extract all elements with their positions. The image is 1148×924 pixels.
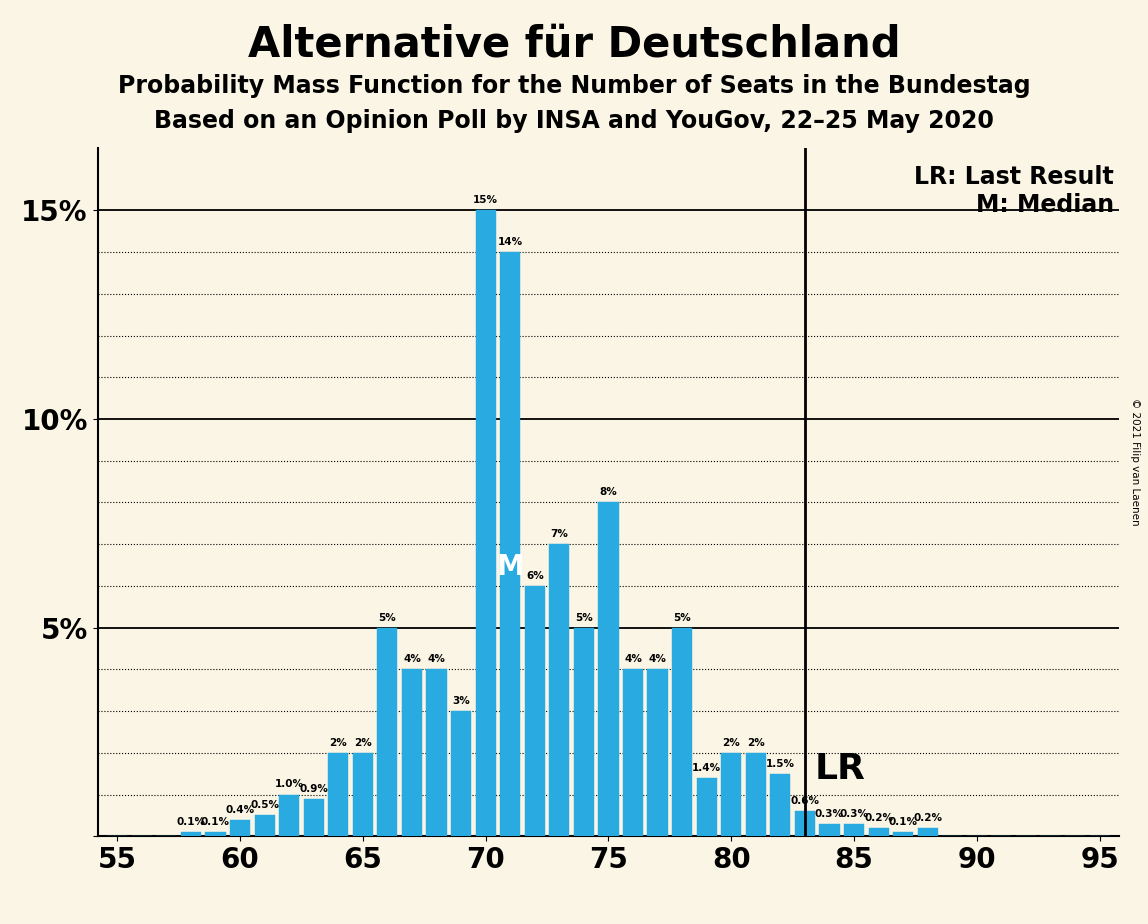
Bar bbox=[869, 828, 889, 836]
Text: 5%: 5% bbox=[673, 613, 691, 623]
Bar bbox=[475, 211, 496, 836]
Bar bbox=[230, 820, 250, 836]
Text: 1.5%: 1.5% bbox=[766, 759, 794, 769]
Text: 4%: 4% bbox=[649, 654, 667, 664]
Text: LR: Last Result: LR: Last Result bbox=[915, 165, 1115, 189]
Bar bbox=[623, 669, 643, 836]
Text: 2%: 2% bbox=[722, 737, 740, 748]
Text: 8%: 8% bbox=[599, 488, 618, 497]
Text: Probability Mass Function for the Number of Seats in the Bundestag: Probability Mass Function for the Number… bbox=[118, 74, 1030, 98]
Text: Alternative für Deutschland: Alternative für Deutschland bbox=[248, 23, 900, 65]
Bar bbox=[598, 503, 619, 836]
Bar bbox=[255, 815, 274, 836]
Bar bbox=[378, 627, 397, 836]
Text: Based on an Opinion Poll by INSA and YouGov, 22–25 May 2020: Based on an Opinion Poll by INSA and You… bbox=[154, 109, 994, 133]
Text: 0.3%: 0.3% bbox=[839, 808, 869, 819]
Text: 0.4%: 0.4% bbox=[225, 805, 255, 815]
Bar bbox=[352, 753, 373, 836]
Bar bbox=[647, 669, 668, 836]
Bar bbox=[794, 811, 815, 836]
Bar bbox=[279, 795, 300, 836]
Bar bbox=[303, 798, 324, 836]
Text: 15%: 15% bbox=[473, 195, 498, 205]
Bar bbox=[402, 669, 422, 836]
Bar bbox=[917, 828, 938, 836]
Text: 5%: 5% bbox=[575, 613, 592, 623]
Text: 0.3%: 0.3% bbox=[815, 808, 844, 819]
Bar bbox=[697, 778, 716, 836]
Text: 3%: 3% bbox=[452, 696, 470, 706]
Bar bbox=[893, 832, 914, 836]
Text: 6%: 6% bbox=[526, 571, 544, 581]
Bar bbox=[451, 711, 471, 836]
Text: 2%: 2% bbox=[747, 737, 765, 748]
Bar bbox=[746, 753, 766, 836]
Text: 0.5%: 0.5% bbox=[250, 800, 279, 810]
Text: M: M bbox=[496, 553, 523, 580]
Bar bbox=[328, 753, 348, 836]
Text: 4%: 4% bbox=[403, 654, 421, 664]
Bar bbox=[549, 544, 569, 836]
Text: 0.2%: 0.2% bbox=[913, 813, 943, 823]
Bar bbox=[426, 669, 447, 836]
Text: 5%: 5% bbox=[379, 613, 396, 623]
Text: 14%: 14% bbox=[497, 237, 522, 247]
Text: 0.1%: 0.1% bbox=[201, 817, 230, 827]
Text: 1.4%: 1.4% bbox=[692, 763, 721, 772]
Bar bbox=[205, 832, 225, 836]
Bar bbox=[574, 627, 594, 836]
Text: © 2021 Filip van Laenen: © 2021 Filip van Laenen bbox=[1130, 398, 1140, 526]
Text: 0.1%: 0.1% bbox=[889, 817, 917, 827]
Bar bbox=[844, 823, 864, 836]
Bar bbox=[820, 823, 839, 836]
Bar bbox=[721, 753, 742, 836]
Text: 2%: 2% bbox=[354, 737, 372, 748]
Bar bbox=[672, 627, 692, 836]
Bar bbox=[770, 773, 791, 836]
Bar bbox=[501, 252, 520, 836]
Bar bbox=[525, 586, 545, 836]
Text: LR: LR bbox=[815, 752, 866, 786]
Text: 4%: 4% bbox=[427, 654, 445, 664]
Text: 0.2%: 0.2% bbox=[864, 813, 893, 823]
Bar bbox=[181, 832, 201, 836]
Text: M: Median: M: Median bbox=[976, 192, 1115, 216]
Text: 0.6%: 0.6% bbox=[791, 796, 820, 806]
Text: 0.9%: 0.9% bbox=[300, 784, 328, 794]
Text: 0.1%: 0.1% bbox=[177, 817, 205, 827]
Text: 7%: 7% bbox=[550, 529, 568, 540]
Text: 1.0%: 1.0% bbox=[274, 780, 304, 789]
Text: 2%: 2% bbox=[329, 737, 347, 748]
Text: 4%: 4% bbox=[625, 654, 642, 664]
